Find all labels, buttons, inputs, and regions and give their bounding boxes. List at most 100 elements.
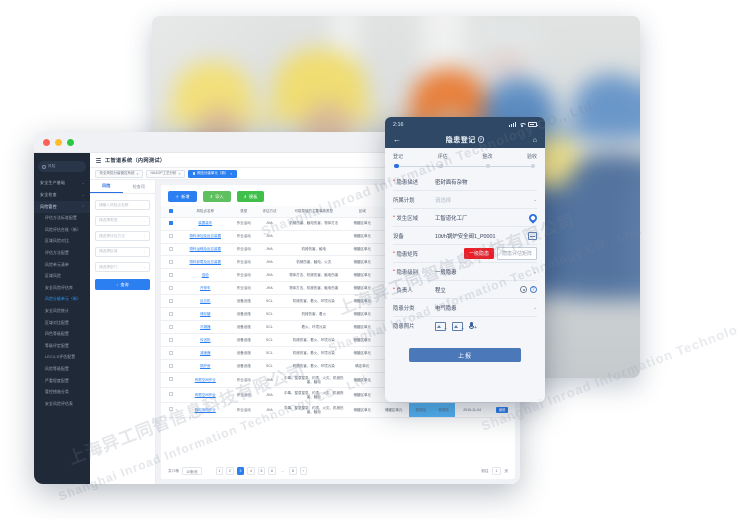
field-value[interactable]: 一级隐患 隐患评估矩阵	[435, 246, 537, 261]
field-value[interactable]: 10t/h锅炉安全阀1_P0001	[435, 231, 537, 240]
field-plan[interactable]: 所属计划 请选择 ⌄	[393, 191, 537, 209]
page-6[interactable]: 6	[268, 467, 276, 475]
row-checkbox[interactable]	[161, 402, 181, 418]
sidebar-scroll[interactable]: 安全生产基础 ⌄ 安全检查 ⌄ 风险管控 ⌃ 评估方法标准配置 风险评估台账（新…	[34, 177, 90, 484]
submit-button[interactable]: 上报	[409, 348, 521, 362]
row-checkbox[interactable]	[161, 372, 181, 389]
row-checkbox[interactable]	[161, 255, 181, 270]
scan-icon[interactable]	[528, 231, 537, 240]
search-button[interactable]: ⌕ 查询	[95, 279, 150, 290]
step-dot-1-active[interactable]	[394, 163, 399, 169]
risk-name-link[interactable]: 巡检	[201, 273, 209, 278]
risk-name-link[interactable]: 物料卸载及反应装置	[189, 260, 221, 265]
risk-name-link[interactable]: 储存罐	[199, 312, 211, 317]
sidebar-item-2[interactable]: 区域风险对比	[34, 236, 90, 248]
step-dot-2[interactable]	[439, 163, 443, 168]
matrix-assess-button[interactable]: 隐患评估矩阵	[496, 246, 537, 261]
sidebar-item-6[interactable]: 安全风险评估库	[34, 283, 90, 295]
sidebar-item-0[interactable]: 评估方法标准配置	[34, 213, 90, 225]
risk-name-link[interactable]: 减速器	[199, 351, 211, 356]
row-checkbox[interactable]	[161, 307, 181, 322]
filter-area-select[interactable]: 请选择区域 ⌄	[95, 246, 150, 257]
sidebar-group-safety-basics[interactable]: 安全生产基础 ⌄	[34, 177, 90, 189]
col-select[interactable]	[161, 206, 181, 218]
question-icon[interactable]: ?	[477, 136, 485, 143]
template-button[interactable]: ⇟ 模板	[236, 191, 265, 202]
cell-name[interactable]: 反应机	[180, 294, 230, 309]
close-icon[interactable]: ×	[178, 171, 181, 176]
camera-add-icon[interactable]: +	[452, 321, 464, 332]
risk-name-link[interactable]: 物料运输及反应装置	[189, 247, 221, 252]
cell-name[interactable]: 开停车	[180, 281, 230, 296]
row-checkbox[interactable]	[161, 268, 181, 283]
row-checkbox[interactable]	[161, 294, 181, 309]
risk-name-link[interactable]: 物料添加及反应装置	[189, 234, 221, 239]
step-label-register[interactable]: 登记	[393, 154, 404, 160]
field-hazard-category[interactable]: 隐患分类 电气隐患 ⌄	[393, 299, 537, 317]
sidebar-item-13[interactable]: 风险等级配置	[34, 364, 90, 376]
sidebar-group-risk-control[interactable]: 风险管控 ⌃	[34, 201, 90, 213]
filter-risk-name-input[interactable]: 请输入风险点名称	[95, 200, 150, 210]
mic-add-icon[interactable]: +	[469, 321, 477, 331]
row-checkbox[interactable]	[161, 217, 181, 231]
row-checkbox[interactable]	[168, 392, 173, 397]
risk-name-link[interactable]: 锅炉房	[199, 364, 211, 369]
close-icon[interactable]: ×	[230, 171, 233, 176]
row-checkbox[interactable]	[168, 337, 173, 342]
field-equipment[interactable]: 设备 10t/h锅炉安全阀1_P0001	[393, 227, 537, 245]
row-checkbox[interactable]	[161, 346, 181, 361]
field-hazard-photos[interactable]: 隐患照片 + + +	[393, 317, 537, 335]
sidebar-item-14[interactable]: 严重程度配置	[34, 375, 90, 387]
import-button[interactable]: ⇞ 导入	[202, 191, 231, 202]
filter-type-select[interactable]: 请选择类型 ⌄	[95, 215, 150, 226]
filter-method-select[interactable]: 请选择评估方法 ⌄	[95, 231, 150, 242]
field-value[interactable]: 工智道化工厂	[435, 211, 539, 224]
select-all-checkbox[interactable]	[168, 208, 173, 213]
cell-name[interactable]: 减速器	[180, 346, 230, 361]
page-5[interactable]: 5	[257, 467, 266, 475]
row-checkbox[interactable]	[161, 230, 181, 244]
risk-name-link[interactable]: 反应机	[199, 299, 211, 304]
edit-button[interactable]: 编辑	[495, 406, 509, 414]
row-checkbox[interactable]	[161, 359, 181, 374]
field-area[interactable]: • 发生区域 工智道化工厂	[393, 209, 539, 227]
row-checkbox[interactable]	[168, 407, 173, 412]
risk-name-link[interactable]: 装置装车	[198, 221, 213, 226]
add-button[interactable]: ＋ 新增	[168, 191, 197, 202]
cell-name[interactable]: 锅炉房	[180, 359, 230, 374]
sidebar-item-4[interactable]: 风险单元清单	[34, 259, 90, 271]
risk-name-link[interactable]: 有限空间作业	[194, 377, 216, 382]
field-value[interactable]: 电气隐患 ⌄	[435, 304, 537, 312]
hamburger-icon[interactable]	[96, 157, 101, 163]
tab-risk-unit-new[interactable]: 风险分级单元（新） ×	[188, 169, 237, 178]
sidebar-item-9[interactable]: 区域对比配置	[34, 317, 90, 329]
step-label-accept[interactable]: 验收	[526, 154, 537, 160]
cell-name[interactable]: 巡检	[180, 268, 230, 283]
sidebar-item-12[interactable]: LEC/LS评估配置	[34, 352, 90, 364]
row-checkbox[interactable]	[168, 233, 173, 238]
row-checkbox[interactable]	[168, 259, 173, 264]
page-2[interactable]: 2	[226, 467, 234, 475]
sidebar-group-safety-check[interactable]: 安全检查 ⌄	[34, 189, 90, 201]
page-3-current[interactable]: 3	[236, 467, 245, 475]
page-1[interactable]: 1	[215, 467, 224, 475]
image-add-icon[interactable]: +	[435, 321, 447, 332]
sidebar-item-3[interactable]: 评估方法配置	[34, 248, 90, 260]
cell-name[interactable]: 装置装车	[180, 217, 230, 231]
close-icon[interactable]: ×	[136, 171, 139, 176]
risk-name-link[interactable]: 临时用电作业	[194, 407, 216, 412]
row-checkbox[interactable]	[161, 387, 181, 404]
sidebar-item-10[interactable]: 四色等级配置	[34, 329, 90, 341]
home-icon[interactable]: ⌂	[532, 136, 537, 144]
cell-name[interactable]: 储存罐	[180, 307, 230, 322]
sidebar-item-1[interactable]: 风险评估台账（新）	[34, 225, 90, 237]
step-label-assess[interactable]: 评估	[437, 154, 448, 160]
row-checkbox[interactable]	[168, 285, 173, 290]
tab-risk[interactable]: 风险	[90, 180, 123, 193]
row-checkbox[interactable]	[161, 333, 181, 348]
row-checkbox[interactable]	[161, 320, 181, 335]
next-page-button[interactable]: ›	[299, 467, 308, 475]
sidebar-search-input[interactable]: 风险	[38, 161, 86, 172]
cell-name[interactable]: 临时用电作业	[180, 402, 230, 418]
sidebar-item-15[interactable]: 管控措施分类	[34, 387, 90, 399]
